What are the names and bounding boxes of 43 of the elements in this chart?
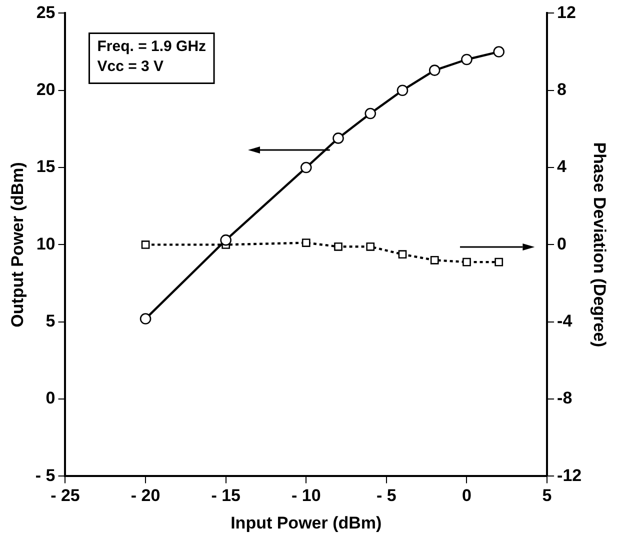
point [462, 258, 471, 266]
point [220, 234, 232, 246]
y-tick-label: - 5 [35, 466, 56, 485]
x-tick-label: - 15 [211, 486, 240, 506]
annotation: Freq. = 1.9 GHz [97, 38, 206, 55]
point [302, 238, 310, 247]
x-tick-label: 5 [542, 486, 552, 506]
y-tick-label: 0 [46, 388, 56, 408]
y2-tick-label: -12 [557, 466, 582, 485]
x-tick-label: - 20 [130, 486, 160, 506]
point [364, 108, 376, 120]
y-tick-label: 10 [36, 234, 56, 254]
point [430, 256, 439, 264]
y-tick-label: 25 [36, 2, 56, 22]
y2-tick-label: 12 [557, 2, 576, 22]
point [428, 64, 440, 76]
x-tick-label: - 10 [291, 486, 321, 506]
y-tick-label: 15 [36, 157, 56, 176]
point [141, 240, 150, 249]
y2-tick-label: 8 [557, 80, 566, 100]
point [494, 258, 504, 266]
point [334, 242, 342, 251]
y-tick-label: 20 [36, 80, 56, 100]
x-tick-label: - 25 [50, 486, 80, 506]
annotation: Vcc = 3 V [97, 58, 164, 75]
point [398, 250, 407, 259]
point [300, 162, 312, 174]
y-tick-label: 5 [46, 312, 56, 331]
y2-axis-title: Phase Deviation (Degree) [590, 142, 610, 348]
x-tick-label: - 5 [376, 486, 396, 506]
point [366, 242, 375, 251]
point [396, 84, 408, 96]
y-axis-title: Output Power (dBm) [8, 162, 27, 328]
point [140, 313, 152, 324]
y2-tick-label: -8 [557, 388, 572, 408]
y2-tick-label: 0 [557, 234, 566, 254]
point [332, 132, 344, 144]
x-tick-label: 0 [462, 486, 472, 506]
y2-tick-label: -4 [557, 312, 573, 331]
point [493, 46, 504, 58]
y2-tick-label: 4 [557, 157, 568, 176]
x-axis-title: Input Power (dBm) [230, 513, 382, 532]
point [461, 54, 472, 66]
